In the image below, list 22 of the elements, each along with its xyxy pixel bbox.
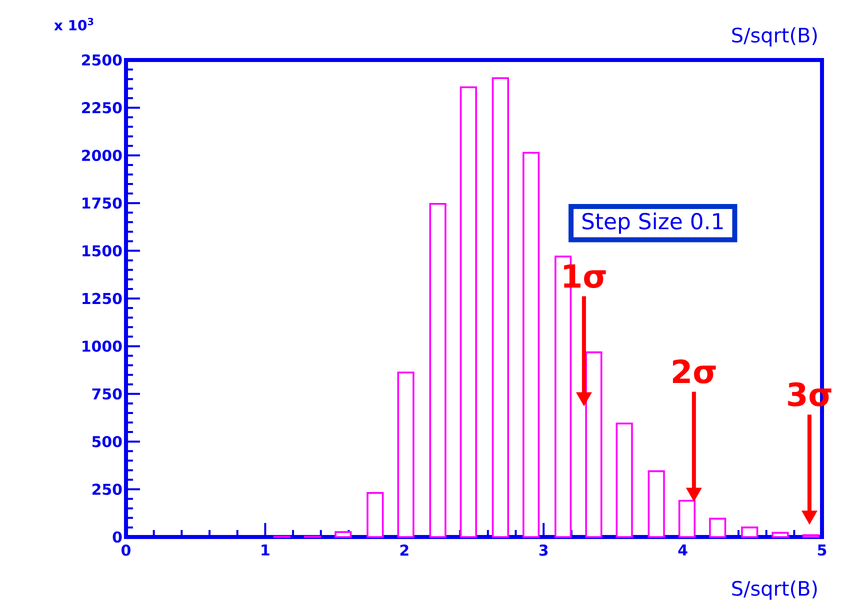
y-tick-label: 1250 (82, 292, 122, 304)
y-tick-label: 2250 (82, 102, 122, 114)
y-tick-label: 750 (92, 388, 122, 400)
annotation: 2σ (672, 359, 716, 384)
x-tick-label: 0 (122, 544, 130, 556)
x-axis-title: S/sqrt(B) (732, 580, 817, 600)
x-tick-label: 1 (262, 544, 270, 556)
y-tick-label: 0 (112, 531, 122, 543)
y-tick-label: 2000 (82, 150, 122, 162)
chart-title: S/sqrt(B) (732, 27, 817, 46)
y-axis-title: x 10$^{3}$ (54, 18, 94, 30)
x-tick-label: 2 (400, 544, 408, 556)
x-tick-label: 5 (818, 544, 826, 556)
y-tick-label: 250 (92, 484, 122, 495)
y-tick-label: 1000 (82, 340, 122, 352)
y-tick-label: 1500 (82, 245, 122, 256)
y-tick-label: 2500 (82, 54, 122, 66)
annotation: Step Size 0.1 (582, 212, 723, 234)
y-tick-label: 500 (92, 436, 122, 448)
x-tick-label: 3 (539, 544, 548, 556)
y-tick-label: 1750 (82, 197, 122, 209)
x-tick-label: 4 (678, 544, 688, 556)
